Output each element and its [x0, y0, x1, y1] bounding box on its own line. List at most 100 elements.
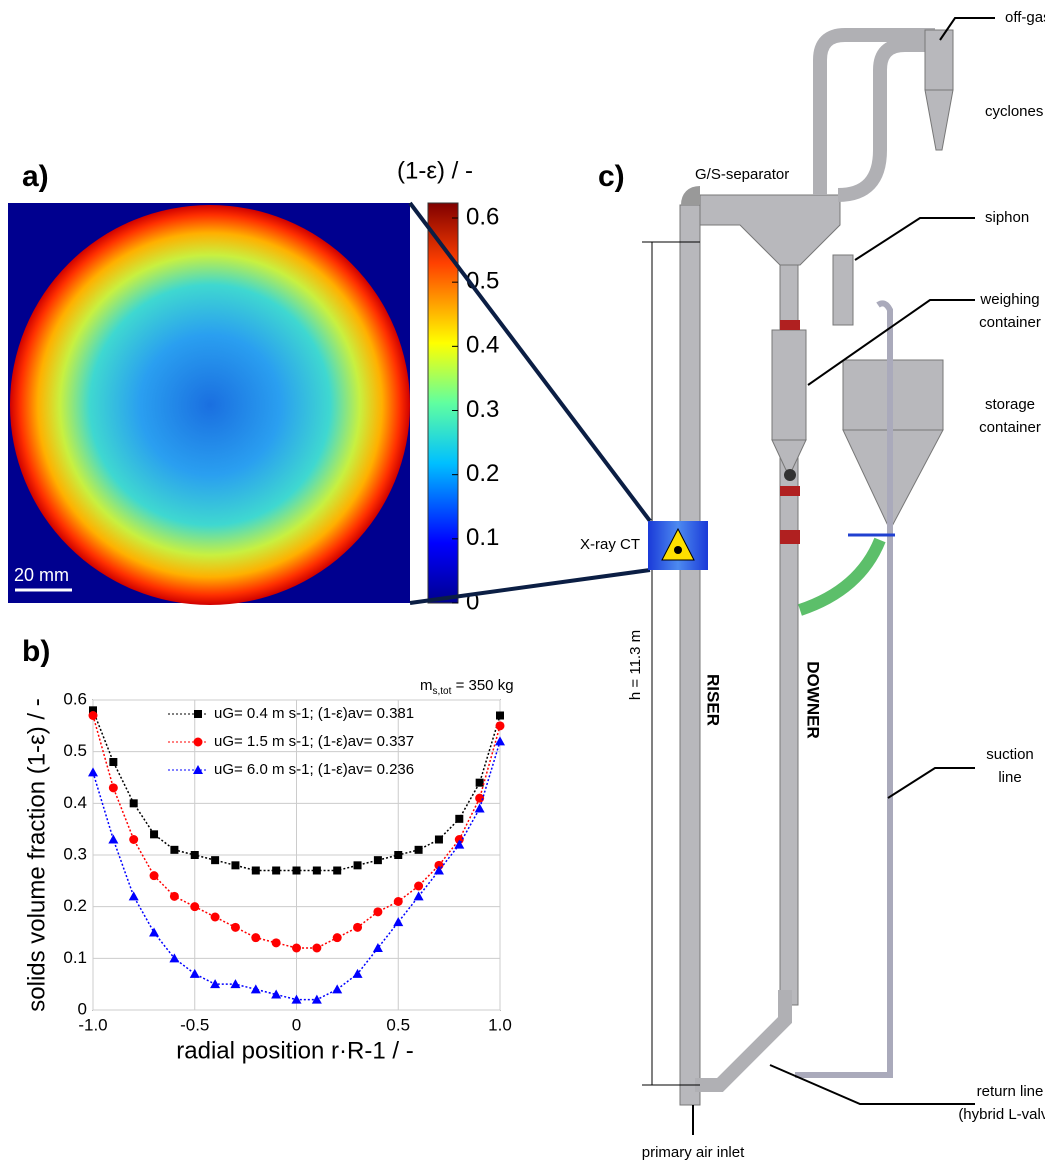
label-suction: line	[998, 769, 1021, 786]
y-tick-label: 0.4	[63, 793, 87, 812]
marker	[251, 866, 260, 875]
marker	[271, 938, 281, 948]
annotation-symbol: m	[420, 677, 433, 694]
panel-label: b)	[22, 635, 50, 668]
marker	[251, 933, 261, 943]
label-height: h = 11.3 m	[627, 630, 644, 700]
colorbar-tick-label: 0.2	[466, 460, 499, 487]
marker	[194, 710, 202, 718]
marker	[475, 778, 484, 787]
marker	[108, 834, 119, 844]
label-off-gas: off-gas	[1005, 9, 1045, 26]
marker	[272, 866, 281, 875]
y-tick-label: 0.3	[63, 844, 87, 863]
x-axis-label: radial position r·R-1 / -	[176, 1037, 413, 1064]
marker	[495, 721, 505, 731]
plant-drawing	[642, 17, 995, 1135]
x-tick-label: 0.5	[386, 1015, 410, 1034]
y-tick-label: 0	[78, 999, 87, 1018]
legend-label: uG= 1.5 m s-1; (1-ε)av= 0.337	[214, 733, 414, 750]
marker	[189, 968, 200, 978]
annotation-text: = 350 kg	[451, 677, 513, 694]
marker	[496, 711, 504, 720]
marker	[190, 902, 200, 912]
x-tick-label: -0.5	[180, 1015, 209, 1034]
marker	[394, 851, 403, 859]
marker	[332, 933, 342, 943]
label-air-inlet: primary air inlet	[642, 1144, 745, 1161]
marker	[129, 835, 139, 844]
label-storage: storage	[985, 396, 1035, 413]
y-tick-label: 0.5	[63, 741, 87, 760]
marker	[352, 968, 363, 978]
colorbar-tick-label: 0.6	[466, 203, 499, 230]
marker	[109, 758, 118, 766]
x-tick-label: 1.0	[488, 1015, 512, 1034]
marker	[271, 989, 282, 999]
marker	[291, 994, 302, 1004]
marker	[88, 767, 98, 777]
marker	[210, 979, 221, 989]
label-return: (hybrid L-valve)	[958, 1106, 1045, 1123]
marker	[373, 907, 383, 917]
marker	[190, 851, 199, 859]
y-tick-label: 0.2	[63, 896, 87, 915]
annotation-subscript: s,tot	[433, 686, 452, 697]
legend-label: uG= 6.0 m s-1; (1-ε)av= 0.236	[214, 761, 414, 778]
marker	[454, 839, 465, 849]
y-tick-label: 0.1	[63, 948, 87, 967]
y-tick-label: 0.6	[63, 689, 87, 708]
marker	[433, 865, 444, 875]
marker	[475, 793, 485, 803]
colorbar-tick-label: 0.4	[466, 332, 499, 359]
marker	[150, 830, 159, 839]
zoom-line	[409, 568, 651, 605]
label-cyclones: cyclones	[985, 103, 1043, 120]
marker	[312, 866, 321, 875]
marker	[292, 943, 301, 953]
label-suction: suction	[986, 746, 1034, 763]
marker	[373, 856, 382, 865]
colorbar-title: (1-ε) / -	[397, 157, 473, 184]
marker	[128, 891, 139, 901]
x-tick-label: -1.0	[78, 1015, 107, 1034]
marker	[474, 803, 485, 813]
marker	[372, 943, 383, 952]
marker	[230, 922, 240, 932]
ct-cross-section	[10, 205, 410, 605]
label-weighing: container	[979, 314, 1041, 331]
marker	[312, 943, 322, 953]
colorbar-tick-label: 0.5	[466, 268, 499, 295]
marker	[230, 979, 241, 989]
label-xray: X-ray CT	[580, 536, 640, 553]
label-siphon: siphon	[985, 209, 1029, 226]
marker	[353, 861, 362, 870]
marker	[149, 927, 160, 937]
marker	[332, 984, 343, 994]
label-return: return line	[977, 1083, 1044, 1100]
marker	[211, 856, 220, 865]
label-separator: G/S-separator	[695, 166, 789, 183]
marker	[455, 814, 464, 823]
marker	[311, 994, 322, 1004]
colorbar	[427, 202, 459, 604]
marker	[169, 891, 179, 901]
scale-bar-label: 20 mm	[14, 565, 69, 585]
label-downer: DOWNER	[804, 661, 823, 738]
marker	[393, 917, 404, 927]
panel-label: a)	[22, 160, 49, 193]
marker	[231, 861, 240, 870]
marker	[393, 897, 403, 906]
marker	[170, 845, 179, 854]
marker	[108, 783, 118, 793]
marker	[250, 984, 261, 994]
colorbar-tick-label: 0.3	[466, 396, 499, 423]
series-line	[92, 715, 501, 949]
x-tick-label: 0	[292, 1015, 301, 1034]
y-axis-label: solids volume fraction (1-ε) / -	[23, 698, 50, 1011]
zoom-line	[408, 201, 652, 523]
marker	[292, 866, 301, 875]
marker	[413, 891, 424, 901]
legend-label: uG= 0.4 m s-1; (1-ε)av= 0.381	[214, 705, 414, 722]
